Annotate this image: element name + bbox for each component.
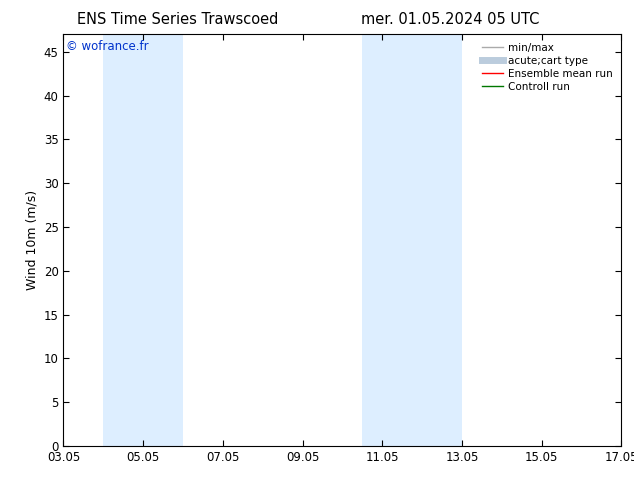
Text: mer. 01.05.2024 05 UTC: mer. 01.05.2024 05 UTC [361,12,540,27]
Y-axis label: Wind 10m (m/s): Wind 10m (m/s) [25,190,38,290]
Text: © wofrance.fr: © wofrance.fr [66,41,149,53]
Legend: min/max, acute;cart type, Ensemble mean run, Controll run: min/max, acute;cart type, Ensemble mean … [479,40,616,95]
Bar [362,34,462,446]
Bar [103,34,183,446]
Text: ENS Time Series Trawscoed: ENS Time Series Trawscoed [77,12,278,27]
